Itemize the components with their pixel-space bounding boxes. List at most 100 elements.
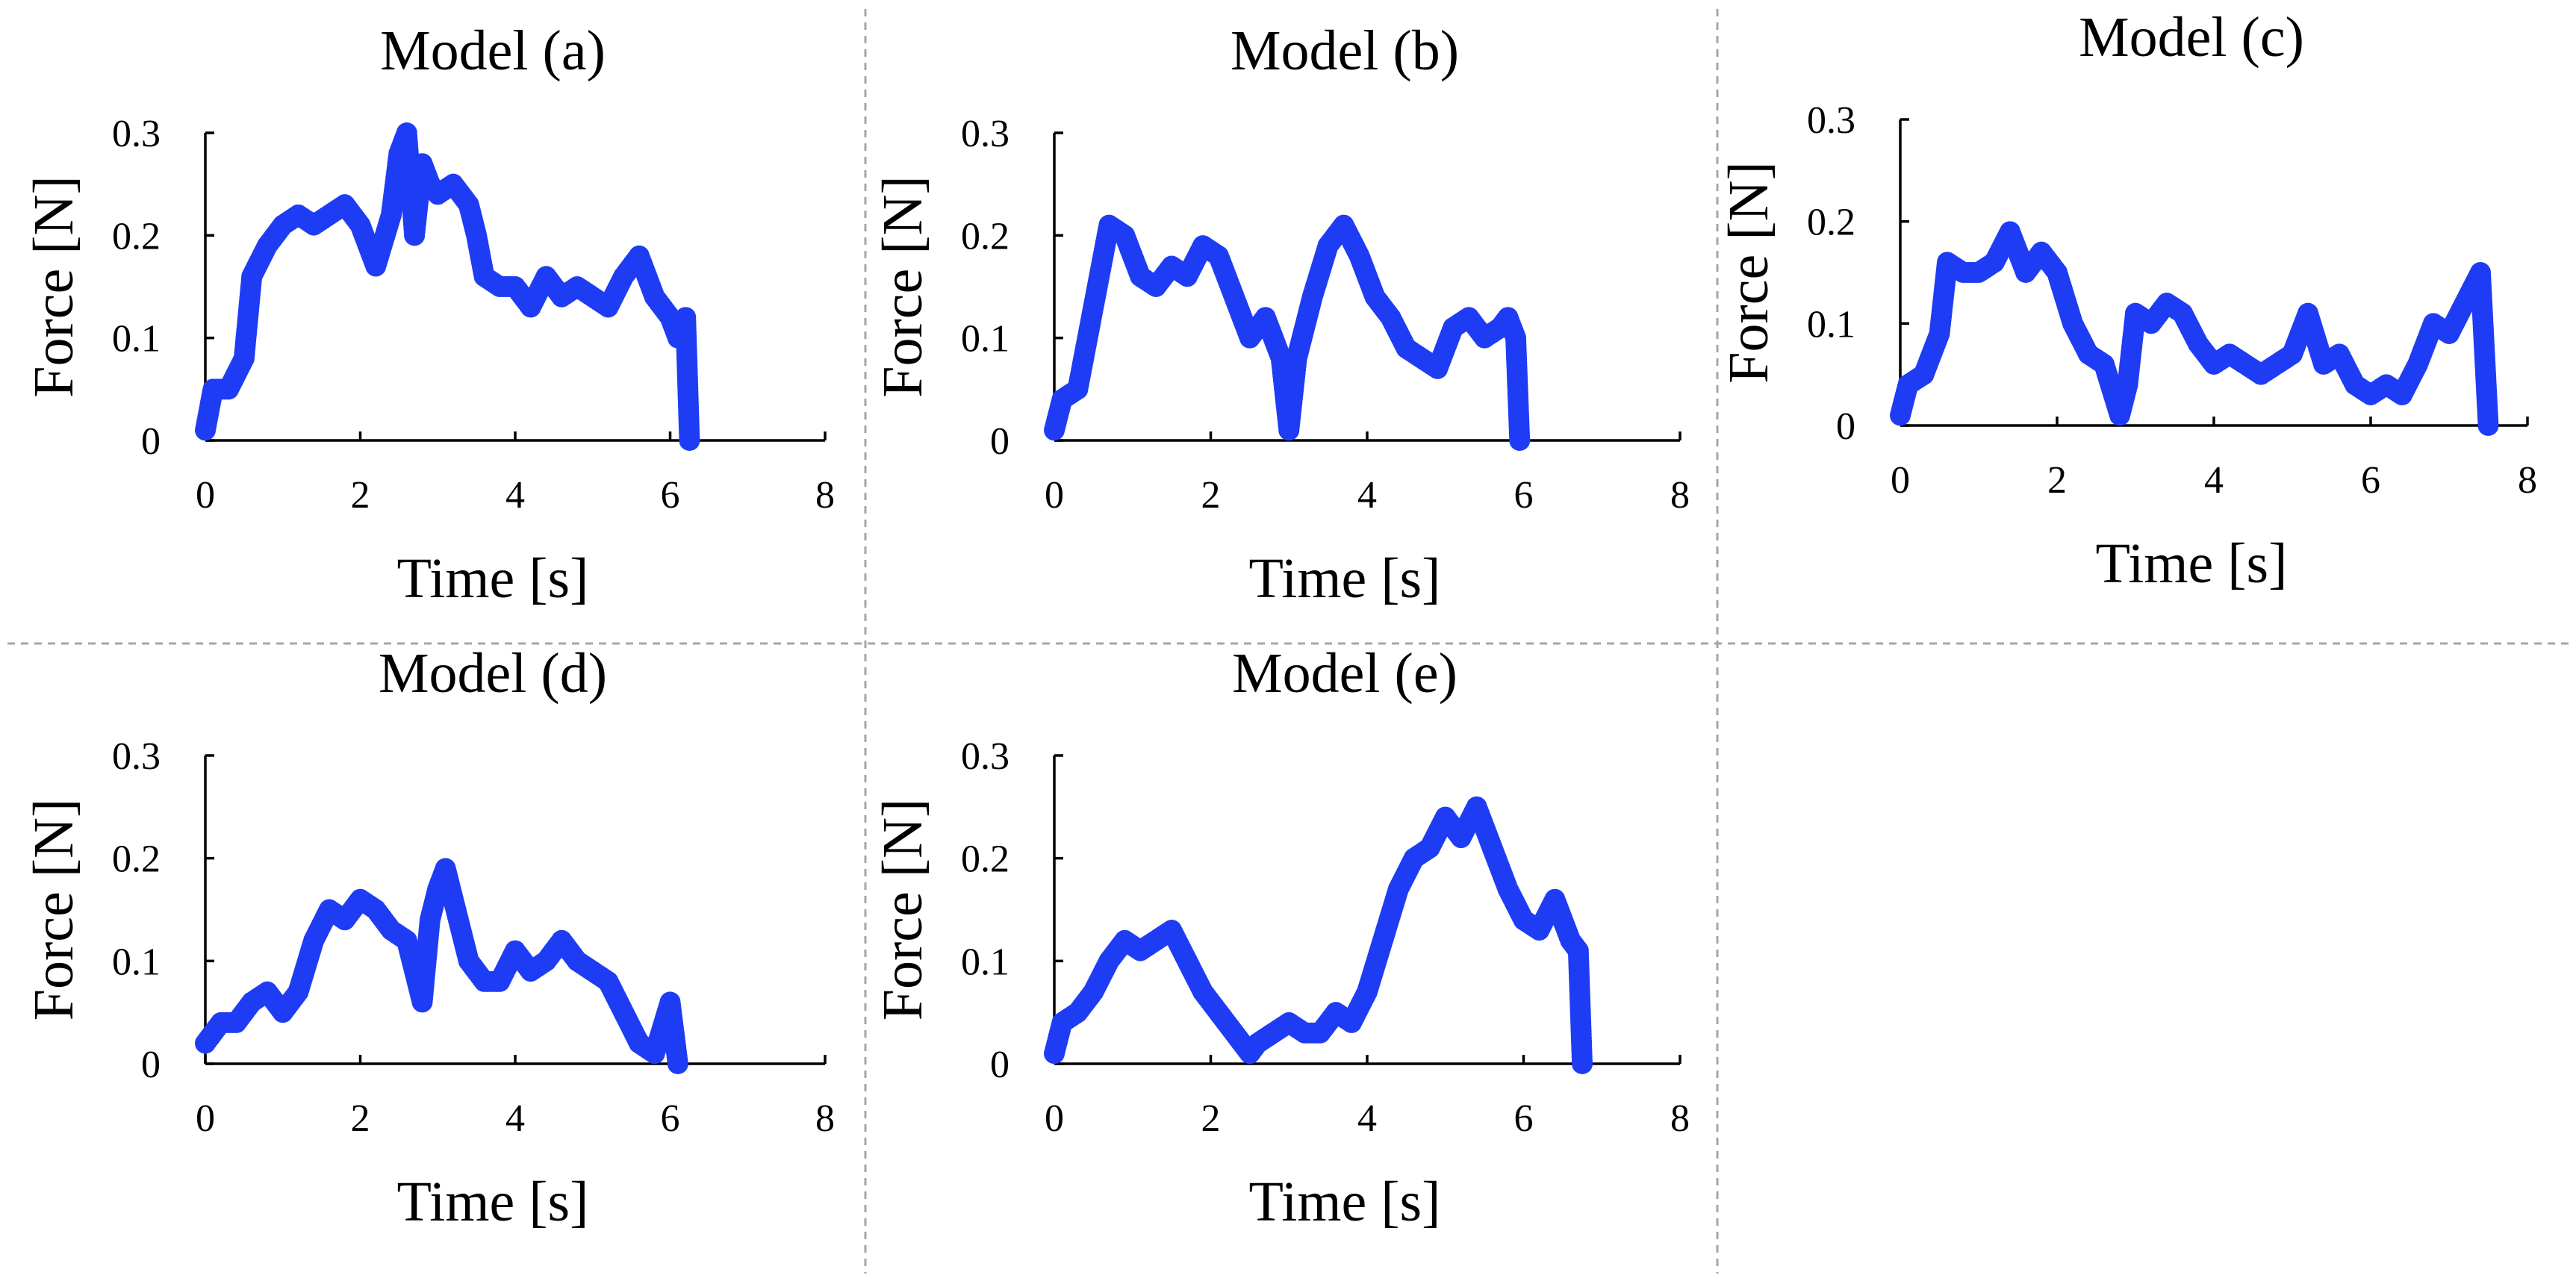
x-tick-label: 4	[1357, 474, 1377, 517]
y-tick-label: 0.1	[1807, 303, 1855, 346]
data-point	[1528, 920, 1550, 941]
chart-panel-e: Model (e) 0 0.1 0.2 0.3 0 2 4 6 8 Time [s] Force [N…	[871, 642, 1690, 1233]
data-point	[1044, 1043, 1065, 1065]
data-point	[1509, 430, 1531, 451]
data-point	[505, 940, 526, 961]
y-tick-label: 0.1	[112, 941, 161, 983]
data-point	[2313, 354, 2334, 375]
x-tick-label: 8	[1670, 1097, 1690, 1140]
data-point	[1310, 1022, 1331, 1044]
data-point	[381, 920, 402, 941]
data-point	[1177, 950, 1198, 972]
y-tick-label: 0.3	[961, 113, 1009, 155]
data-point	[427, 184, 449, 205]
data-point	[659, 991, 681, 1013]
data-point	[2078, 343, 2099, 365]
data-point	[2062, 313, 2083, 334]
data-point	[443, 173, 464, 195]
data-point	[489, 970, 511, 992]
data-point	[2109, 405, 2130, 426]
y-axis-label: Force [N]	[22, 175, 85, 398]
x-axis-label: Time [s]	[2096, 532, 2288, 595]
data-point	[2094, 354, 2115, 375]
x-tick-label: 6	[1514, 1097, 1534, 1140]
data-point	[2000, 221, 2020, 243]
data-point	[520, 296, 541, 318]
chart-title: Model (b)	[1231, 19, 1459, 82]
data-point	[551, 286, 573, 308]
data-point	[520, 961, 541, 982]
data-point	[667, 327, 688, 349]
data-point	[567, 276, 588, 297]
data-point	[1913, 364, 1935, 385]
data-point	[2047, 262, 2068, 283]
data-points	[195, 858, 688, 1074]
data-point	[473, 970, 495, 992]
x-tick-label: 2	[1201, 1097, 1221, 1140]
data-point	[2423, 313, 2444, 334]
x-tick-label: 2	[1201, 474, 1221, 517]
data-point	[597, 970, 619, 992]
data-point	[1968, 262, 1989, 283]
data-point	[1953, 262, 1973, 283]
data-point	[659, 307, 681, 328]
data-point	[1083, 981, 1104, 1003]
y-tick-label: 0	[141, 420, 161, 463]
data-point	[1067, 378, 1089, 400]
data-point	[613, 1002, 635, 1023]
data-point	[334, 909, 355, 931]
data-point	[411, 153, 433, 175]
data-point	[582, 286, 603, 308]
data-point	[458, 194, 479, 216]
data-point	[2235, 354, 2256, 375]
y-tick-label: 0	[1836, 405, 1855, 448]
data-point	[1301, 286, 1323, 308]
data-point	[1481, 837, 1503, 858]
data-point	[1890, 405, 1911, 426]
data-point	[675, 307, 697, 328]
data-point	[1254, 307, 1276, 328]
data-point	[427, 878, 449, 900]
data-point	[644, 286, 665, 308]
data-point	[1247, 1032, 1269, 1054]
data-points	[195, 122, 700, 451]
data-point	[535, 266, 557, 287]
data-point	[1263, 1022, 1284, 1044]
data-point	[1223, 286, 1245, 308]
y-tick-label: 0.1	[961, 318, 1009, 361]
data-point	[458, 950, 479, 972]
data-point	[1067, 1002, 1089, 1023]
data-point	[2156, 293, 2177, 314]
data-point	[2376, 374, 2397, 396]
data-point	[419, 909, 441, 931]
data-point	[2345, 374, 2365, 396]
data-point	[1897, 374, 1919, 396]
chart-title: Model (c)	[2079, 6, 2304, 69]
x-axis-label: Time [s]	[397, 547, 589, 610]
data-point	[365, 899, 387, 920]
y-tick-label: 0.1	[112, 318, 161, 361]
y-tick-label: 0.2	[961, 215, 1009, 258]
data-point	[1192, 981, 1214, 1003]
data-point	[1984, 252, 2005, 273]
data-point	[1294, 1022, 1316, 1044]
data-point	[2141, 313, 2162, 334]
data-point	[1929, 323, 1950, 344]
x-tick-label: 6	[661, 474, 680, 517]
x-tick-label: 0	[196, 1097, 215, 1140]
data-point	[2329, 343, 2350, 365]
x-tick-label: 0	[1891, 459, 1910, 502]
data-point	[195, 420, 216, 441]
data-point	[435, 858, 456, 879]
data-points	[1044, 214, 1531, 451]
x-tick-label: 8	[2518, 459, 2537, 502]
data-point	[1466, 796, 1487, 817]
y-tick-label: 0.2	[1807, 202, 1855, 244]
data-point	[1325, 1002, 1347, 1023]
x-tick-label: 2	[351, 474, 370, 517]
data-point	[629, 245, 650, 267]
x-tick-label: 2	[351, 1097, 370, 1140]
data-point	[473, 266, 495, 287]
data-point	[1505, 327, 1527, 349]
data-point	[613, 266, 635, 287]
